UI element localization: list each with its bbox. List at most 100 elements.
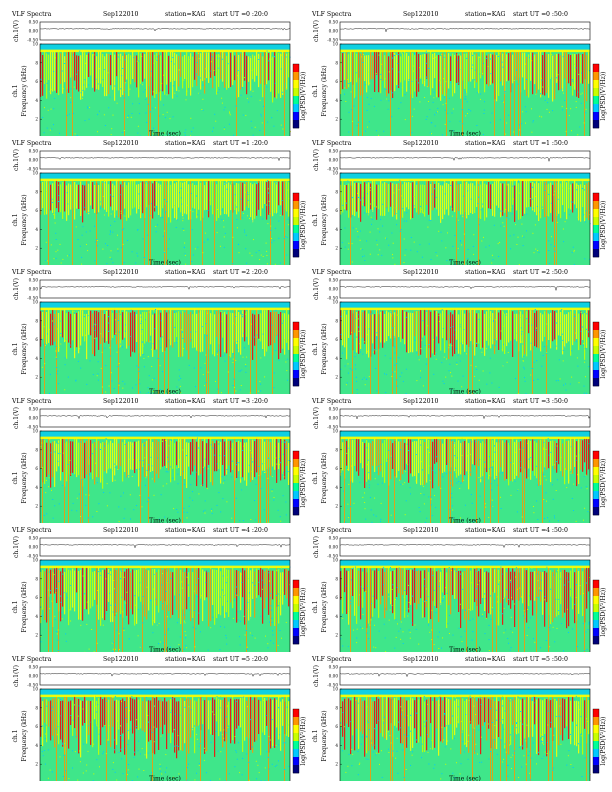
waveform-trace: [339, 286, 591, 292]
frequency-axis-label: Frequency (kHz): [21, 65, 28, 116]
frequency-tick-label: 0: [335, 781, 338, 782]
frequency-tick-label: 8: [335, 447, 338, 452]
trace-tick-label: -0.50: [327, 166, 338, 171]
trace-axis-label: ch.1(V): [313, 20, 320, 42]
time-axis-label: Time (sec): [149, 776, 181, 782]
spectrogram-image: [340, 689, 591, 781]
colorbar-label: log(PSD(V²/Hz)): [600, 330, 607, 379]
trace-tick-label: 0.00: [29, 286, 39, 291]
trace-tick-label: -0.50: [27, 37, 38, 42]
frequency-tick-label: 4: [35, 485, 38, 490]
trace-axis-label: ch.1(V): [13, 20, 20, 42]
frequency-tick-label: 2: [335, 117, 338, 122]
trace-tick-label: 0.00: [329, 286, 339, 291]
waveform-trace: [339, 544, 591, 549]
waveform-trace: [339, 28, 591, 33]
frequency-tick-label: 2: [335, 504, 338, 509]
panel-title: VLF Spectra: [312, 656, 352, 663]
panel-start-ut: 1 :50:0: [546, 140, 568, 147]
spectrogram-frame: [339, 430, 591, 523]
frequency-axis-label: Frequency (kHz): [21, 323, 28, 374]
frequency-tick-label: 2: [335, 633, 338, 638]
frequency-tick-label: 6: [335, 337, 338, 342]
spectrogram-image: [340, 302, 590, 394]
panel-station: station=KAG: [165, 398, 206, 405]
panel-date: Sep122010: [403, 269, 439, 276]
trace-frame: [39, 279, 291, 299]
frequency-tick-label: 10: [33, 429, 39, 434]
panel-start-ut: 5 :50:0: [546, 656, 568, 663]
panel-station: station=KAG: [465, 269, 506, 276]
frequency-tick-label: 8: [35, 447, 38, 452]
colorbar: [592, 321, 600, 387]
frequency-tick-label: 2: [35, 375, 38, 380]
colorbar: [292, 450, 300, 516]
colorbar-label: log(PSD(V²/Hz)): [300, 201, 307, 250]
panel-start-prefix: start UT =: [513, 656, 547, 663]
spectrogram-frame: [339, 172, 591, 265]
frequency-tick-label: 4: [35, 614, 38, 619]
channel-label: ch.1: [12, 730, 19, 743]
panel-date: Sep122010: [103, 269, 139, 276]
trace-frame: [339, 279, 591, 299]
spectrogram-panel: VLF Spectra Sep122010 station=KAG start UT …: [310, 268, 610, 394]
panel-header: VLF Spectra Sep122010 station=KAG start UT …: [310, 268, 610, 278]
spectrogram-figure: 0.500.00-0.50ch.1(V)02468100102030405060…: [312, 535, 607, 653]
trace-axis-label: ch.1(V): [13, 665, 20, 687]
panel-header: VLF Spectra Sep122010 station=KAG start UT …: [10, 268, 310, 278]
trace-tick-label: 0.00: [29, 544, 39, 549]
panel-header: VLF Spectra Sep122010 station=KAG start UT …: [10, 10, 310, 20]
colorbar: [292, 708, 300, 774]
panel-station: station=KAG: [465, 11, 506, 18]
colorbar-label: log(PSD(V²/Hz)): [600, 717, 607, 766]
frequency-tick-label: 4: [335, 98, 338, 103]
panel-start-ut: 2 :50:0: [546, 269, 568, 276]
waveform-trace: [39, 544, 291, 549]
time-axis-label: Time (sec): [449, 647, 481, 653]
trace-frame: [339, 666, 591, 686]
frequency-tick-label: 10: [33, 558, 39, 563]
panel-station: station=KAG: [465, 398, 506, 405]
frequency-tick-label: 6: [335, 208, 338, 213]
waveform-trace: [39, 286, 291, 290]
spectrogram-figure: 0.500.00-0.50ch.1(V)02468100102030405060…: [312, 277, 607, 394]
frequency-tick-label: 8: [335, 189, 338, 194]
time-axis-label: Time (sec): [149, 389, 181, 395]
spectrogram-image: [40, 560, 291, 652]
panel-station: station=KAG: [465, 527, 506, 534]
colorbar: [292, 63, 300, 129]
panel-station: station=KAG: [465, 140, 506, 147]
panel-title: VLF Spectra: [12, 140, 52, 147]
frequency-tick-label: 0: [335, 265, 338, 266]
frequency-tick-label: 4: [35, 98, 38, 103]
trace-frame: [339, 408, 591, 428]
trace-frame: [339, 21, 591, 41]
trace-axis-label: ch.1(V): [13, 407, 20, 429]
spectrogram-image: [40, 689, 291, 781]
panel-date: Sep122010: [403, 527, 439, 534]
panel-start-prefix: start UT =: [513, 527, 547, 534]
panel-start-prefix: start UT =: [513, 398, 547, 405]
panel-title: VLF Spectra: [312, 527, 352, 534]
time-axis-label: Time (sec): [149, 647, 181, 653]
panel-date: Sep122010: [403, 656, 439, 663]
spectrogram-frame: [39, 688, 291, 781]
channel-label: ch.1: [312, 214, 319, 227]
spectrogram-panel: VLF Spectra Sep122010 station=KAG start UT …: [10, 10, 310, 136]
panel-station: station=KAG: [165, 656, 206, 663]
panel-header: VLF Spectra Sep122010 station=KAG start UT …: [10, 397, 310, 407]
spectrogram-figure: 0.500.00-0.50ch.1(V)02468100102030405060…: [312, 664, 607, 782]
frequency-tick-label: 6: [335, 724, 338, 729]
trace-tick-label: -0.50: [327, 37, 338, 42]
frequency-tick-label: 2: [335, 762, 338, 767]
frequency-tick-label: 8: [335, 705, 338, 710]
frequency-tick-label: 6: [35, 595, 38, 600]
spectrogram-panel: VLF Spectra Sep122010 station=KAG start UT …: [310, 397, 610, 523]
colorbar: [292, 321, 300, 387]
frequency-tick-label: 8: [335, 318, 338, 323]
time-axis-label: Time (sec): [149, 131, 181, 137]
spectrogram-figure: 0.500.00-0.50ch.1(V)02468100102030405060…: [12, 535, 307, 653]
channel-label: ch.1: [312, 472, 319, 485]
colorbar-label: log(PSD(V²/Hz)): [300, 72, 307, 121]
